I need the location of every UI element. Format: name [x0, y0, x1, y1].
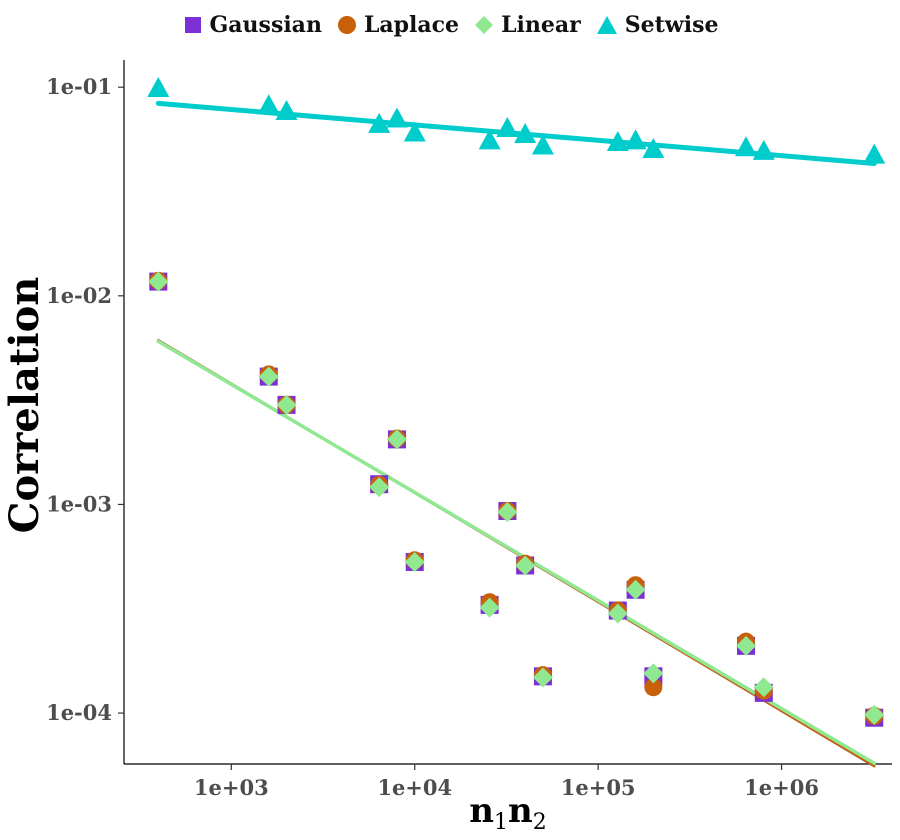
point-setwise	[385, 107, 408, 128]
point-setwise	[531, 134, 554, 155]
point-linear	[148, 271, 169, 292]
x-tick-label: 1e+05	[561, 775, 636, 800]
x-axis-title: n1n2	[469, 791, 546, 835]
legend-marker-laplace	[337, 16, 356, 34]
legend-label-linear: Linear	[501, 12, 581, 38]
y-tick-label: 1e-01	[46, 74, 112, 99]
point-setwise	[606, 131, 629, 152]
point-linear	[276, 394, 297, 415]
point-linear	[736, 635, 757, 656]
point-setwise	[863, 143, 886, 164]
legend-marker-gaussian	[184, 17, 201, 33]
axes	[123, 60, 892, 765]
point-linear	[607, 603, 628, 624]
legend-item-setwise: Setwise	[595, 12, 719, 38]
point-setwise	[368, 112, 391, 133]
point-linear	[515, 555, 536, 576]
x-tick-label: 1e+06	[744, 775, 819, 800]
x-axis-title-sub1: 1	[494, 810, 508, 835]
legend-item-linear: Linear	[473, 12, 581, 38]
point-laplace	[644, 678, 663, 697]
point-linear	[404, 551, 425, 572]
point-setwise	[257, 94, 280, 115]
y-tick-label: 1e-02	[46, 283, 112, 308]
point-setwise	[147, 77, 170, 98]
point-linear	[643, 663, 664, 684]
x-ticks: 1e+03 1e+04 1e+05 1e+06	[194, 764, 819, 800]
point-linear	[753, 677, 774, 698]
legend-marker-setwise	[596, 16, 617, 34]
x-axis-title-sub2: 2	[533, 810, 547, 835]
point-setwise	[403, 121, 426, 142]
point-linear	[479, 597, 500, 618]
x-axis-title-n2: n	[508, 791, 533, 831]
point-setwise	[496, 117, 519, 138]
legend-square-marker	[184, 17, 201, 33]
data-points	[147, 77, 886, 727]
y-tick-label: 1e-03	[46, 491, 112, 516]
legend-triangle-marker	[596, 16, 617, 34]
point-setwise	[642, 137, 665, 158]
point-setwise	[735, 136, 758, 157]
point-linear	[258, 366, 279, 387]
point-setwise	[514, 122, 537, 143]
legend-label-gaussian: Gaussian	[209, 12, 322, 38]
x-axis-title-n1: n	[469, 791, 494, 831]
legend-item-gaussian: Gaussian	[182, 12, 322, 38]
point-setwise	[624, 129, 647, 150]
x-tick-label: 1e+03	[194, 775, 269, 800]
legend-diamond-marker	[475, 16, 494, 34]
point-linear	[864, 704, 885, 725]
legend-item-laplace: Laplace	[336, 12, 459, 38]
point-setwise	[752, 139, 775, 160]
x-tick-label: 1e+04	[377, 775, 452, 800]
point-linear	[386, 429, 407, 450]
y-tick-label: 1e-04	[46, 700, 112, 725]
point-linear	[497, 501, 518, 522]
point-setwise	[478, 129, 501, 150]
point-linear	[625, 579, 646, 600]
legend-marker-linear	[475, 16, 494, 34]
point-setwise	[275, 100, 298, 121]
point-linear	[532, 667, 553, 688]
y-ticks: 1e-04 1e-03 1e-02 1e-01	[46, 74, 124, 725]
fit-lines	[155, 100, 877, 768]
point-linear	[369, 477, 390, 498]
legend-label-setwise: Setwise	[624, 12, 719, 38]
legend: Gaussian Laplace Linear Setwise	[0, 12, 900, 38]
legend-circle-marker	[337, 16, 356, 34]
y-axis-title: Correlation	[1, 277, 48, 534]
legend-label-laplace: Laplace	[363, 12, 460, 38]
